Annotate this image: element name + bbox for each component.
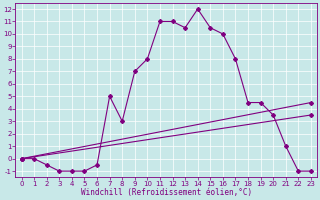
X-axis label: Windchill (Refroidissement éolien,°C): Windchill (Refroidissement éolien,°C) bbox=[81, 188, 252, 197]
